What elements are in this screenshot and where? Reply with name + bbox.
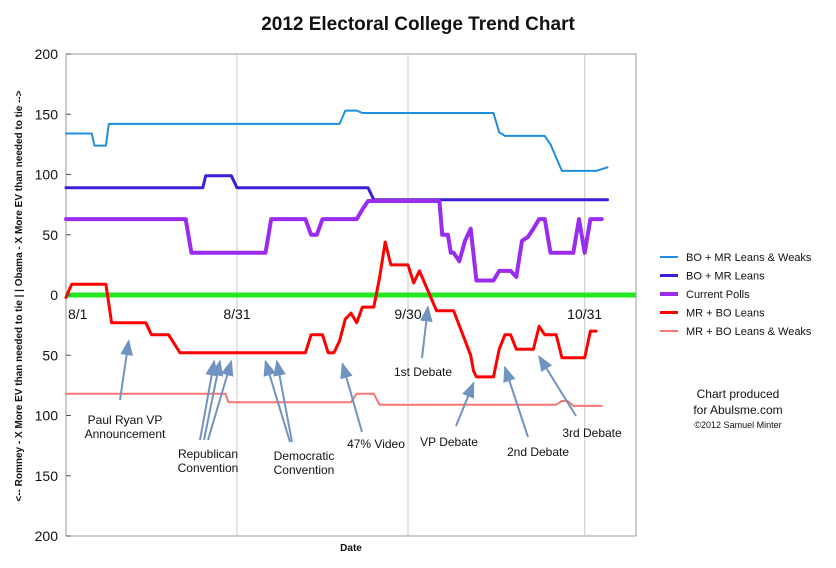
y-tick-label-8: 200 — [35, 528, 59, 544]
credit-line-1: Chart produced — [697, 387, 780, 401]
legend-entry-0: BO + MR Leans & Weaks — [686, 252, 812, 264]
annotation-arrow-1-1 — [203, 359, 224, 441]
annotation-arrow-3-0 — [340, 362, 363, 433]
annotation-label-2-0: Democratic — [274, 449, 335, 463]
x-tick-label-2: 9/30 — [394, 306, 421, 322]
chart-title: 2012 Electoral College Trend Chart — [261, 14, 575, 35]
annotation-label-1-0: Republican — [178, 447, 238, 461]
annotation-label-3-0: 47% Video — [347, 437, 405, 451]
annotation-arrow-2-0 — [263, 359, 291, 443]
annotation-arrow-1-2 — [207, 359, 234, 441]
annotation-arrow-6-0 — [503, 365, 529, 438]
annotation-label-4-0: 1st Debate — [394, 365, 452, 379]
annotation-arrow-0-0 — [119, 339, 133, 401]
y-tick-label-3: 50 — [42, 227, 58, 243]
legend-entry-4: MR + BO Leans & Weaks — [686, 326, 812, 338]
legend-entry-2: Current Polls — [686, 289, 750, 301]
series-lines — [64, 109, 609, 407]
y-axis-ticks: 200 150 100 50 0 50 100 150 200 — [35, 46, 71, 544]
y-tick-label-4: 0 — [50, 287, 58, 303]
annotation-arrow-7-0 — [538, 355, 577, 417]
y-tick-label-7: 150 — [35, 468, 59, 484]
annotation-arrow-4-0 — [419, 305, 433, 359]
series-line-3 — [64, 240, 598, 379]
series-line-4 — [65, 392, 603, 407]
annotation-label-6-0: 2nd Debate — [507, 445, 569, 459]
annotations: Paul Ryan VPAnnouncementRepublicanConven… — [85, 305, 622, 477]
legend-entry-3: MR + BO Leans — [686, 308, 765, 320]
x-tick-label-0: 8/1 — [68, 306, 88, 322]
annotation-label-7-0: 3rd Debate — [562, 426, 622, 440]
x-axis-ticks: 8/1 8/31 9/30 10/31 — [68, 306, 602, 322]
y-axis-label: <-- Romney - X More EV than needed to ti… — [14, 90, 25, 501]
annotation-label-2-1: Convention — [274, 463, 335, 477]
x-tick-label-3: 10/31 — [567, 306, 602, 322]
annotation-label-0-1: Announcement — [85, 427, 166, 441]
credit-block: Chart produced for Abulsme.com ©2012 Sam… — [693, 387, 782, 430]
x-tick-label-1: 8/31 — [223, 306, 250, 322]
annotation-arrow-5-0 — [455, 381, 475, 427]
legend-entry-1: BO + MR Leans — [686, 271, 765, 283]
series-line-0 — [65, 109, 609, 172]
y-tick-label-2: 100 — [35, 167, 59, 183]
credit-line-2: for Abulsme.com — [693, 403, 782, 417]
y-tick-label-1: 150 — [35, 106, 59, 122]
legend: BO + MR Leans & Weaks BO + MR Leans Curren… — [660, 252, 812, 338]
credit-line-3: ©2012 Samuel Minter — [694, 420, 781, 430]
series-line-1 — [64, 174, 609, 202]
x-axis-label: Date — [340, 543, 362, 554]
annotation-arrow-2-1 — [273, 359, 293, 443]
annotation-label-0-0: Paul Ryan VP — [88, 413, 163, 427]
series-line-2 — [64, 199, 604, 283]
y-tick-label-0: 200 — [35, 46, 59, 62]
y-tick-label-6: 100 — [35, 408, 59, 424]
annotation-label-5-0: VP Debate — [420, 435, 478, 449]
y-tick-label-5: 50 — [42, 347, 58, 363]
annotation-label-1-1: Convention — [178, 461, 239, 475]
